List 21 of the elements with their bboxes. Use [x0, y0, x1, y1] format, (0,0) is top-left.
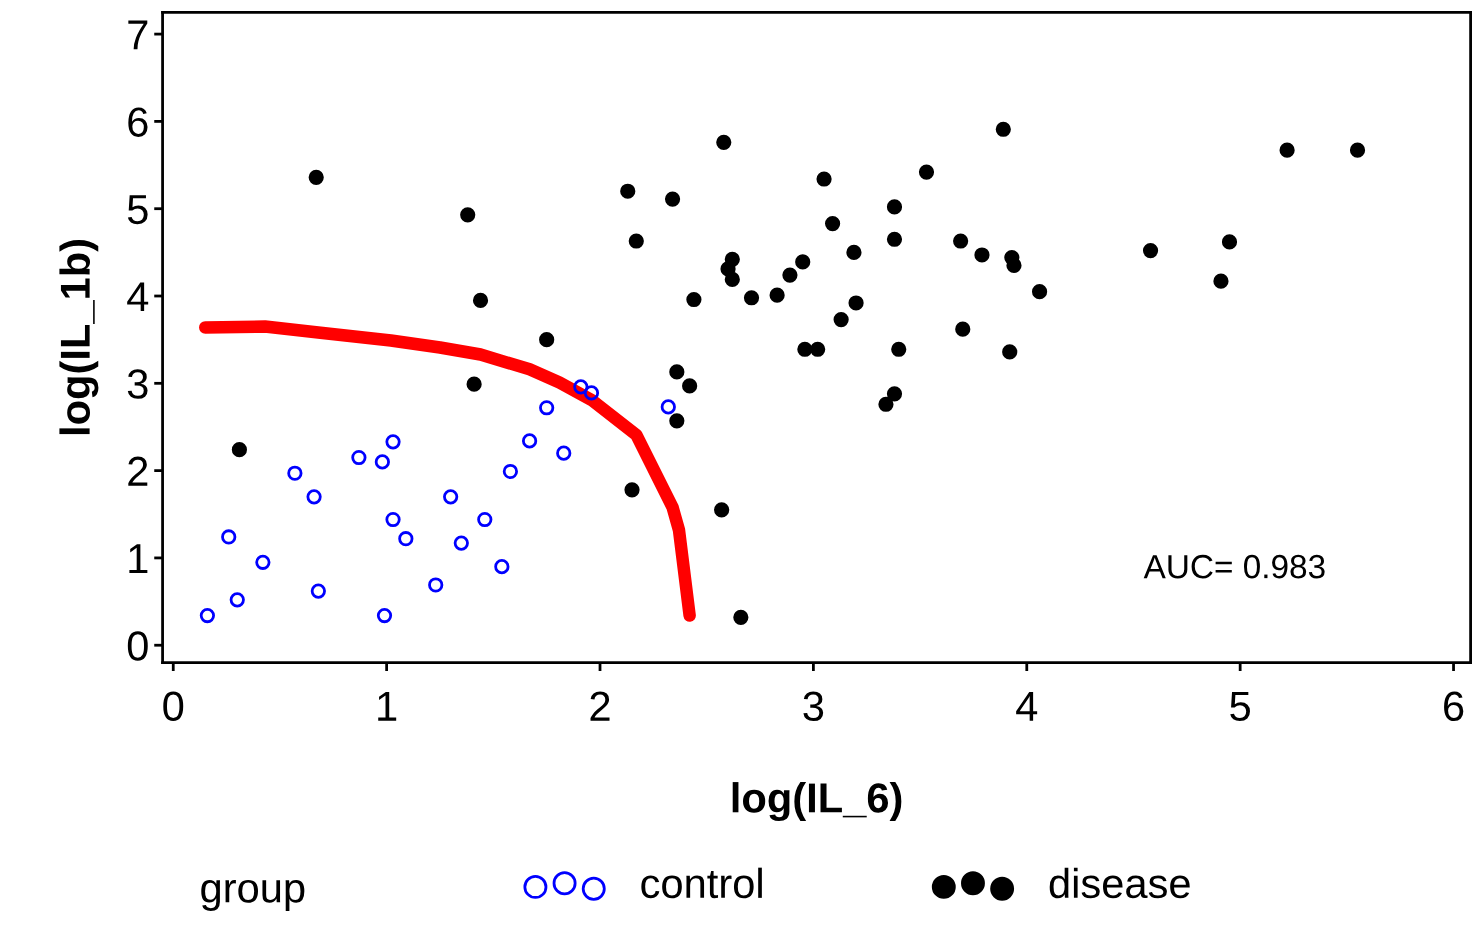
- y-tick-label: 5: [127, 195, 148, 225]
- y-tick-label: 7: [128, 20, 148, 50]
- y-tick-label: 4: [127, 282, 149, 312]
- x-tick-label: 4: [1016, 692, 1038, 721]
- x-tick-label: 6: [1444, 691, 1464, 722]
- y-tick-label: 2: [128, 456, 148, 486]
- y-tick-label: 1: [129, 544, 148, 574]
- annotation: AUC= 0.983: [1143, 554, 1325, 579]
- x-tick-label: 3: [803, 691, 824, 722]
- x-tick-label: 1: [378, 692, 397, 721]
- legend-label: control: [641, 867, 762, 899]
- legend-label: disease: [1049, 867, 1190, 899]
- y-tick-label: 0: [127, 631, 148, 661]
- y-tick-label: 6: [128, 107, 148, 137]
- x-axis-title: log(IL_6): [732, 782, 902, 822]
- x-tick-label: 0: [163, 691, 184, 722]
- legend-title: group: [201, 879, 305, 911]
- y-tick-label: 3: [127, 369, 148, 399]
- x-tick-label: 2: [590, 691, 610, 721]
- y-axis-title: log(IL_1b): [59, 240, 99, 435]
- x-tick-label: 5: [1230, 692, 1250, 722]
